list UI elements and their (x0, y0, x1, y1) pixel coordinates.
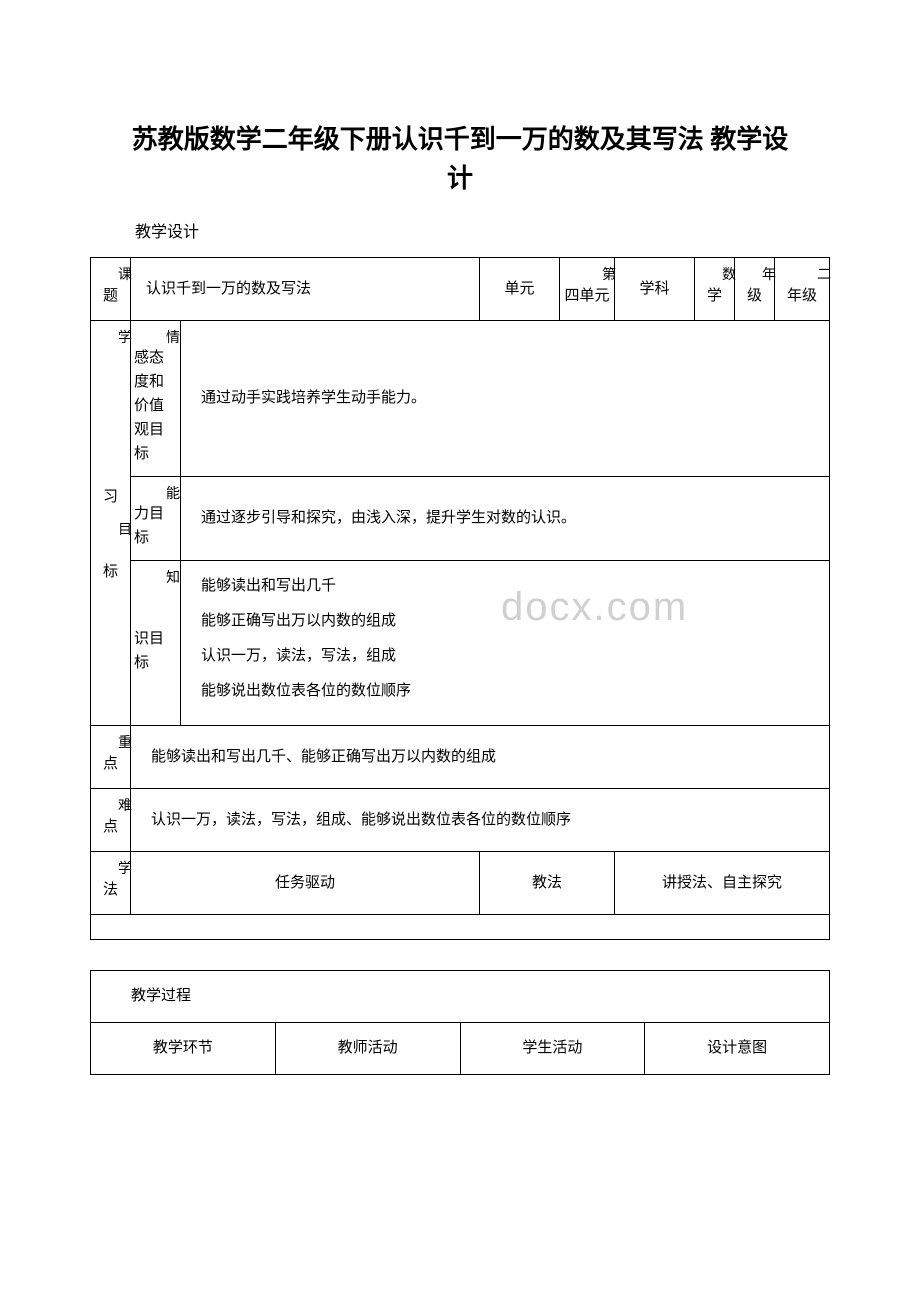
table-row-difficult: 难 点 认识一万，读法，写法，组成、能够说出数位表各位的数位顺序 (91, 789, 830, 852)
process-table: 教学过程 教学环节 教师活动 学生活动 设计意图 (90, 970, 830, 1075)
teach-method-label-cell: 教法 (480, 852, 615, 915)
empty-cell (91, 915, 830, 940)
process-col3: 学生活动 (460, 1023, 645, 1075)
ability-content-cell: 通过逐步引导和探究，由浅入深，提升学生对数的认识。 (181, 477, 830, 561)
lesson-plan-table: 课 题 认识千到一万的数及写法 单元 第 四单元 学科 数 学 年 级 二 年级… (90, 257, 830, 940)
unit-label-cell: 单元 (480, 258, 560, 321)
process-title-cell: 教学过程 (91, 971, 830, 1023)
table-row-methods: 学 法 任务驱动 教法 讲授法、自主探究 (91, 852, 830, 915)
knowledge-label-cell: 知 识目标 (131, 561, 181, 726)
table-row-keypoints: 重 点 能够读出和写出几千、能够正确写出万以内数的组成 (91, 726, 830, 789)
keypoints-content-cell: 能够读出和写出几千、能够正确写出万以内数的组成 (131, 726, 830, 789)
topic-label-cell: 课 题 (91, 258, 131, 321)
page-title: 苏教版数学二年级下册认识千到一万的数及其写法 教学设计 (90, 120, 830, 198)
table-row-affective: 学 习 标 目 情 感态度和价值观目标 通过动手实践培养学生动手能力。 (91, 321, 830, 477)
subtitle: 教学设计 (135, 218, 830, 242)
teach-method-content-cell: 讲授法、自主探究 (615, 852, 830, 915)
affective-content-cell: 通过动手实践培养学生动手能力。 (181, 321, 830, 477)
keypoints-label-cell: 重 点 (91, 726, 131, 789)
unit-value-cell: 第 四单元 (560, 258, 615, 321)
process-col2: 教师活动 (275, 1023, 460, 1075)
learn-method-content-cell: 任务驱动 (131, 852, 480, 915)
table-row-process-header: 教学环节 教师活动 学生活动 设计意图 (91, 1023, 830, 1075)
table-row-header: 课 题 认识千到一万的数及写法 单元 第 四单元 学科 数 学 年 级 二 年级 (91, 258, 830, 321)
subject-label-cell: 学科 (615, 258, 695, 321)
topic-value-cell: 认识千到一万的数及写法 (131, 258, 480, 321)
process-col1: 教学环节 (91, 1023, 276, 1075)
table-row-process-title: 教学过程 (91, 971, 830, 1023)
knowledge-content-cell: 能够读出和写出几千 能够正确写出万以内数的组成 认识一万，读法，写法，组成 能够… (181, 561, 830, 726)
difficult-label-cell: 难 点 (91, 789, 131, 852)
table-row-empty (91, 915, 830, 940)
ability-label-cell: 能 力目标 (131, 477, 181, 561)
grade-label-cell: 年 级 (735, 258, 775, 321)
subject-value-cell: 数 学 (695, 258, 735, 321)
process-col4: 设计意图 (645, 1023, 830, 1075)
grade-value-cell: 二 年级 (775, 258, 830, 321)
affective-label-cell: 情 感态度和价值观目标 (131, 321, 181, 477)
table-row-knowledge: 知 识目标 能够读出和写出几千 能够正确写出万以内数的组成 认识一万，读法，写法… (91, 561, 830, 726)
learn-method-label-cell: 学 法 (91, 852, 131, 915)
table-row-ability: 能 力目标 通过逐步引导和探究，由浅入深，提升学生对数的认识。 (91, 477, 830, 561)
objectives-label-cell: 学 习 标 目 (91, 321, 131, 726)
difficult-content-cell: 认识一万，读法，写法，组成、能够说出数位表各位的数位顺序 (131, 789, 830, 852)
